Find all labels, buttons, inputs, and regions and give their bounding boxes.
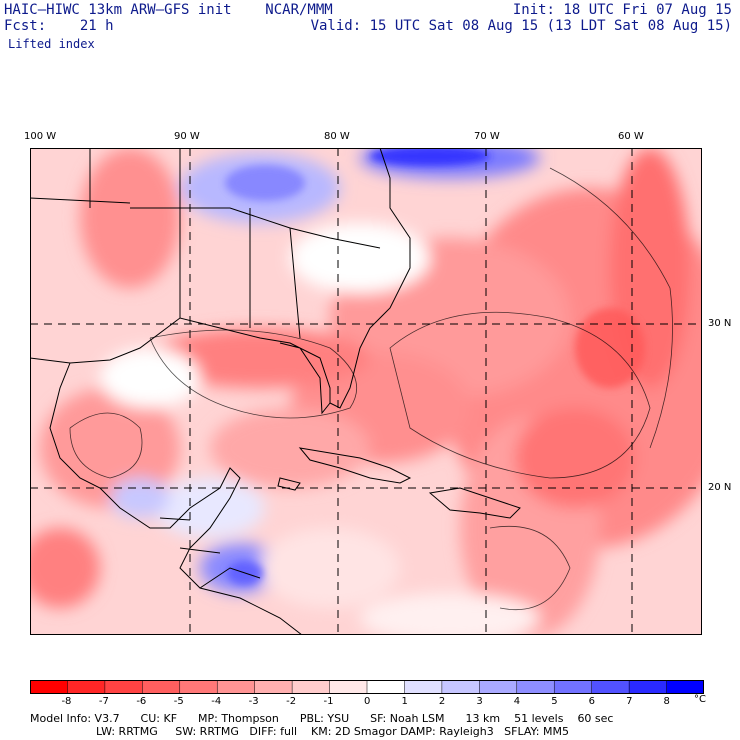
colorbar-tick-label: -7 xyxy=(98,696,109,707)
colorbar-cell xyxy=(67,680,106,694)
colorbar-cell xyxy=(30,680,69,694)
init-time: Init: 18 UTC Fri 07 Aug 15 xyxy=(512,2,732,18)
colorbar-cell xyxy=(329,680,368,694)
colorbar-tick-label: -1 xyxy=(323,696,334,707)
colorbar-tick-label: 4 xyxy=(513,696,521,707)
lat-label-30n: 30 N xyxy=(708,318,732,329)
colorbar-cell xyxy=(553,680,593,694)
colorbar-tick-label: -3 xyxy=(248,696,259,707)
colorbar-tick-label: 0 xyxy=(364,696,371,707)
colorbar-cell xyxy=(591,680,630,694)
colorbar-tick-label: 7 xyxy=(626,696,633,707)
colorbar-tick-label: -6 xyxy=(136,696,147,707)
colorbar-tick-label: -5 xyxy=(173,696,184,707)
colorbar-tick-label: 5 xyxy=(551,696,558,707)
lon-label-90w: 90 W xyxy=(174,131,200,142)
colorbar-cell xyxy=(516,680,555,694)
lon-label-60w: 60 W xyxy=(618,131,644,142)
colorbar-tick-label: -2 xyxy=(286,696,297,707)
colorbar-cell xyxy=(366,680,406,694)
lat-label-20n: 20 N xyxy=(708,482,732,493)
colorbar-cell xyxy=(404,680,443,694)
colorbar-cell xyxy=(628,680,668,694)
colorbar-tick-label: 6 xyxy=(588,696,596,707)
colorbar-cell xyxy=(291,680,331,694)
colorbar-tick-label: -4 xyxy=(211,696,222,707)
colorbar-cell xyxy=(216,680,256,694)
colorbar-unit: °C xyxy=(694,694,706,705)
lon-label-100w: 100 W xyxy=(24,131,57,142)
contours xyxy=(69,167,673,610)
colorbar-tick-label: 3 xyxy=(476,696,483,707)
plot-title: HAIC–HIWC 13km ARW–GFS init NCAR/MMM xyxy=(4,2,333,18)
colorbar-cell xyxy=(254,680,293,694)
colorbar-cell xyxy=(104,680,144,694)
colorbar-cell xyxy=(666,680,704,694)
lifted-index-map xyxy=(30,148,702,635)
colorbar-cell xyxy=(479,680,518,694)
colorbar-cell xyxy=(142,680,181,694)
graticule xyxy=(30,148,702,635)
shaded-field xyxy=(30,148,702,635)
colorbar-tick-label: -8 xyxy=(61,696,72,707)
colorbar-tick-label: 2 xyxy=(438,696,446,707)
colorbar-cell xyxy=(179,680,218,694)
lon-label-70w: 70 W xyxy=(474,131,500,142)
field-name: Lifted index xyxy=(8,37,95,51)
colorbar-tick-label: 8 xyxy=(663,696,670,707)
colorbar xyxy=(30,680,704,694)
forecast-hour: Fcst: 21 h xyxy=(4,18,114,34)
valid-time: Valid: 15 UTC Sat 08 Aug 15 (13 LDT Sat … xyxy=(310,18,732,34)
lon-label-80w: 80 W xyxy=(324,131,350,142)
model-info-line1: Model Info: V3.7 CU: KF MP: Thompson PBL… xyxy=(30,712,614,725)
model-info-line2: LW: RRTMG SW: RRTMG DIFF: full KM: 2D Sm… xyxy=(96,725,569,738)
colorbar-tick-label: 1 xyxy=(401,696,408,707)
colorbar-cell xyxy=(441,680,481,694)
coastlines xyxy=(30,148,521,635)
